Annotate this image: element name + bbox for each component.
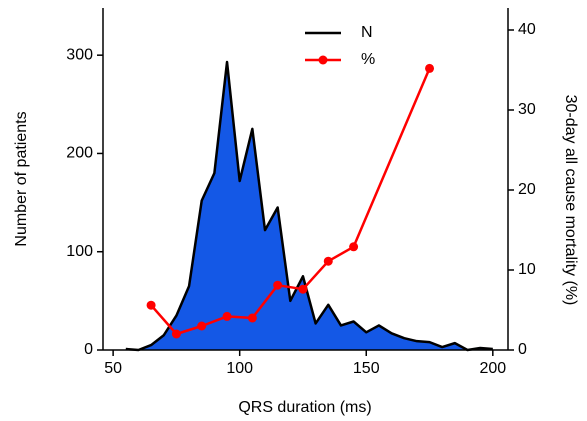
series-line bbox=[150, 67, 431, 336]
legend-label: % bbox=[361, 51, 375, 68]
marker bbox=[298, 284, 308, 294]
marker bbox=[146, 300, 156, 310]
area bbox=[125, 62, 493, 350]
marker bbox=[222, 311, 232, 321]
marker bbox=[425, 63, 435, 73]
y2-tick-label: 20 bbox=[518, 181, 536, 198]
y2-tick-label: 40 bbox=[518, 21, 536, 38]
marker bbox=[171, 329, 181, 339]
legend-label: N bbox=[361, 24, 373, 41]
y-tick-label: 100 bbox=[66, 243, 93, 260]
marker bbox=[247, 313, 257, 323]
y-axis-label: Number of patients bbox=[13, 111, 30, 246]
marker bbox=[273, 280, 283, 290]
marker bbox=[197, 321, 207, 331]
marker bbox=[323, 256, 333, 266]
x-tick-label: 100 bbox=[226, 360, 253, 377]
x-tick-label: 50 bbox=[104, 360, 122, 377]
marker bbox=[349, 242, 359, 252]
y-tick-label: 200 bbox=[66, 145, 93, 162]
y2-tick-label: 0 bbox=[518, 341, 527, 358]
y-tick-label: 300 bbox=[66, 46, 93, 63]
y-tick-label: 0 bbox=[84, 341, 93, 358]
legend-marker bbox=[318, 55, 328, 65]
y2-tick-label: 10 bbox=[518, 261, 536, 278]
y2-tick-label: 30 bbox=[518, 101, 536, 118]
series-line bbox=[125, 60, 493, 352]
x-axis-label: QRS duration (ms) bbox=[238, 399, 371, 416]
y2-axis-label: 30-day all cause mortality (%) bbox=[562, 95, 579, 306]
x-tick-label: 150 bbox=[353, 360, 380, 377]
x-tick-label: 200 bbox=[479, 360, 506, 377]
